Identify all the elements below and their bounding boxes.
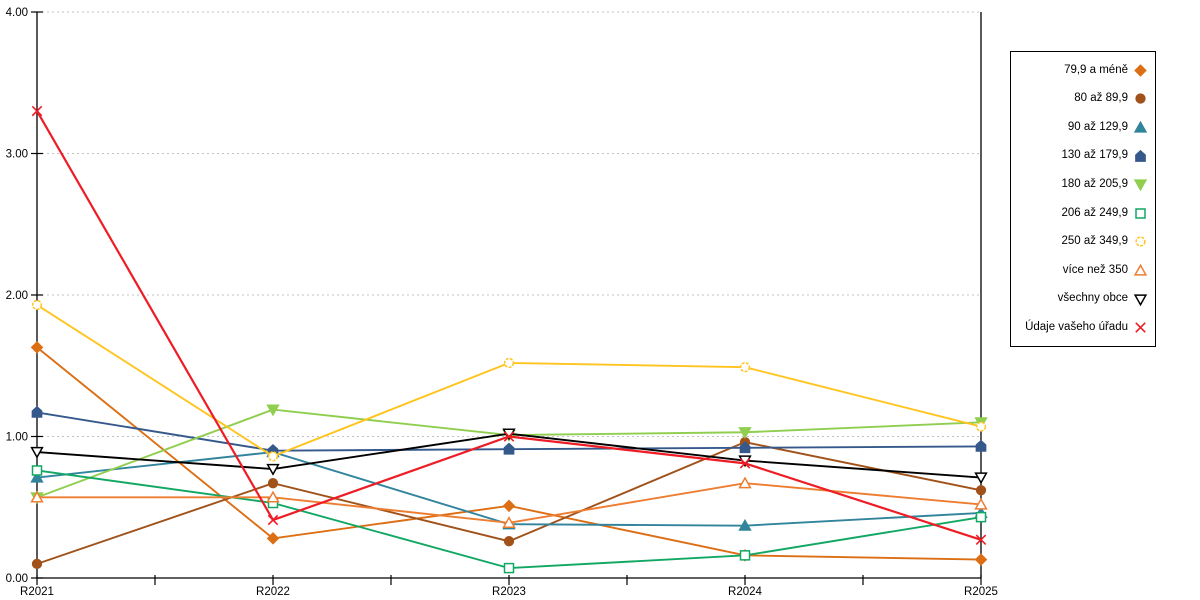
series-v-ce-ne-350	[30, 476, 988, 528]
marker-triangle-up	[738, 518, 752, 531]
legend-item: 206 až 249,9	[1011, 206, 1155, 221]
marker-diamond	[974, 553, 988, 566]
legend-item: Údaje vašeho úřadu	[1011, 320, 1155, 335]
marker-triangle-up	[738, 476, 752, 489]
marker-triangle-up	[266, 490, 280, 503]
legend-marker-icon	[1135, 93, 1146, 105]
marker-square	[503, 562, 515, 574]
legend-item: více než 350	[1011, 263, 1155, 278]
series-v-echny-obce	[30, 428, 988, 485]
legend-marker-icon	[1135, 322, 1146, 333]
legend-item: 130 až 179,9	[1011, 149, 1155, 164]
marker-triangle-up	[1133, 120, 1148, 133]
marker-x	[503, 431, 515, 442]
legend-label: všechny obce	[1057, 292, 1128, 305]
marker-triangle-down	[1133, 293, 1148, 306]
marker-square	[739, 550, 751, 561]
series-206-a-249-9	[31, 465, 987, 574]
legend-marker-icon	[1133, 179, 1148, 192]
marker-pentagon	[739, 441, 751, 454]
legend-marker-icon	[1135, 208, 1146, 219]
legend-label: 206 až 249,9	[1061, 206, 1128, 219]
marker-triangle-down	[1133, 179, 1148, 192]
y-axis-label: 4.00	[6, 7, 28, 19]
marker-triangle-up	[30, 490, 44, 503]
legend-label: 130 až 179,9	[1061, 149, 1128, 162]
y-axis-label: 2.00	[6, 290, 28, 302]
marker-triangle-down	[974, 472, 988, 485]
series-250-a-349-9	[31, 299, 987, 462]
marker-pentagon	[1135, 149, 1146, 162]
marker-diamond	[266, 532, 280, 545]
marker-square	[1135, 208, 1146, 219]
legend-item: 250 až 349,9	[1011, 234, 1155, 249]
legend-marker-icon	[1135, 236, 1146, 248]
marker-circle	[31, 558, 43, 569]
legend-item: všechny obce	[1011, 292, 1155, 307]
marker-diamond	[30, 341, 44, 354]
marker-triangle-up	[30, 470, 44, 483]
marker-circle-dashed	[503, 357, 515, 369]
marker-diamond	[502, 499, 516, 513]
legend-item: 79,9 a méně	[1011, 63, 1155, 78]
legend-label: Údaje vašeho úřadu	[1025, 320, 1128, 333]
marker-x	[1135, 322, 1146, 333]
marker-triangle-up	[974, 497, 988, 510]
legend-marker-icon	[1134, 64, 1147, 77]
legend-item: 90 až 129,9	[1011, 120, 1155, 135]
x-axis-label: R2022	[256, 586, 290, 598]
marker-square	[31, 465, 43, 476]
y-axis-label: 3.00	[6, 149, 28, 161]
legend-label: 80 až 89,9	[1074, 92, 1128, 105]
legend-item: 80 až 89,9	[1011, 91, 1155, 106]
marker-circle-dashed	[1135, 236, 1146, 248]
marker-triangle-down	[738, 427, 752, 439]
chart-legend: 79,9 a méně 80 až 89,9 90 až 129,9 130 až 1…	[1010, 51, 1156, 347]
marker-triangle-up	[502, 516, 516, 528]
legend-label: 79,9 a méně	[1064, 63, 1128, 76]
x-axis-label: R2024	[728, 586, 762, 598]
y-axis-label: 0.00	[6, 573, 28, 585]
marker-pentagon	[503, 442, 515, 455]
marker-square	[975, 511, 987, 523]
marker-triangle-up	[1133, 263, 1148, 276]
marker-circle	[503, 536, 515, 547]
legend-label: více než 350	[1062, 263, 1128, 276]
marker-x	[31, 105, 43, 117]
marker-circle	[267, 478, 279, 489]
legend-marker-icon	[1133, 263, 1148, 276]
marker-circle-dashed	[31, 299, 43, 311]
legend-marker-icon	[1133, 120, 1148, 133]
legend-label: 180 až 205,9	[1061, 177, 1128, 190]
legend-marker-icon	[1135, 149, 1146, 162]
legend-marker-icon	[1133, 293, 1148, 306]
marker-x	[739, 458, 751, 469]
series--daje-va-eho-adu	[31, 105, 987, 546]
marker-triangle-down	[30, 446, 44, 459]
marker-pentagon	[31, 405, 43, 418]
marker-pentagon	[975, 439, 987, 452]
marker-x	[267, 514, 279, 526]
marker-triangle-down	[266, 463, 280, 476]
series-line	[36, 110, 982, 541]
marker-diamond	[1134, 64, 1147, 77]
marker-circle	[1135, 93, 1146, 105]
legend-label: 250 až 349,9	[1061, 235, 1128, 248]
marker-circle-dashed	[267, 451, 279, 462]
marker-triangle-down	[266, 404, 280, 417]
marker-x	[975, 534, 987, 546]
x-axis-label: R2023	[492, 586, 526, 598]
legend-item: 180 až 205,9	[1011, 177, 1155, 192]
marker-circle-dashed	[739, 362, 751, 373]
legend-label: 90 až 129,9	[1067, 120, 1128, 133]
x-axis-label: R2021	[20, 586, 54, 598]
marker-circle-dashed	[975, 421, 987, 432]
x-axis-label: R2025	[964, 586, 998, 598]
marker-circle	[975, 485, 987, 496]
y-axis-label: 1.00	[6, 432, 28, 444]
